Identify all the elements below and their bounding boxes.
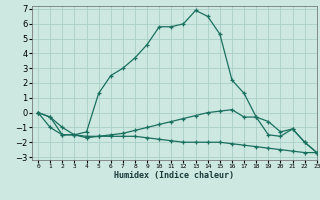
X-axis label: Humidex (Indice chaleur): Humidex (Indice chaleur): [115, 171, 234, 180]
